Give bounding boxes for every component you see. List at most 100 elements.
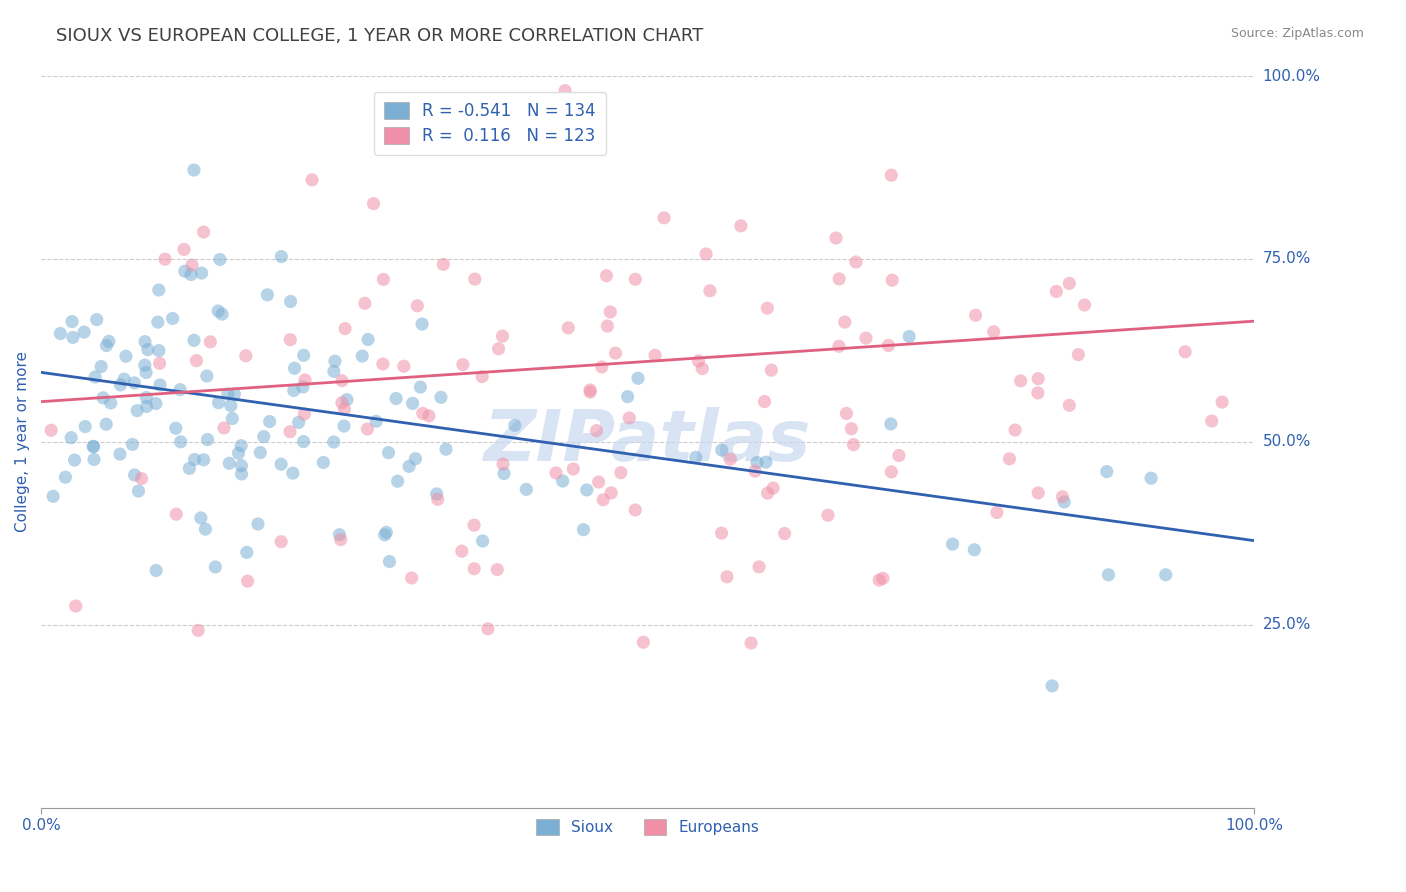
Point bbox=[426, 487, 449, 501]
Point bbox=[588, 475, 610, 489]
Point bbox=[398, 459, 420, 474]
Point bbox=[740, 636, 762, 650]
Point bbox=[1010, 374, 1032, 388]
Point bbox=[330, 374, 353, 388]
Point bbox=[82, 439, 104, 453]
Point bbox=[366, 414, 388, 428]
Point bbox=[434, 442, 457, 457]
Point bbox=[817, 508, 839, 523]
Point bbox=[756, 301, 779, 316]
Point bbox=[136, 343, 159, 357]
Point bbox=[96, 417, 118, 432]
Point bbox=[619, 411, 641, 425]
Point bbox=[270, 457, 292, 471]
Point bbox=[352, 349, 374, 363]
Point bbox=[644, 348, 666, 362]
Point bbox=[328, 527, 350, 541]
Point bbox=[1059, 398, 1081, 412]
Point bbox=[963, 542, 986, 557]
Point bbox=[477, 622, 499, 636]
Point bbox=[165, 507, 187, 521]
Text: 75.0%: 75.0% bbox=[1263, 252, 1310, 267]
Point bbox=[418, 409, 440, 423]
Point bbox=[190, 266, 212, 280]
Point bbox=[554, 84, 576, 98]
Point bbox=[596, 319, 619, 334]
Point bbox=[965, 308, 987, 322]
Point bbox=[65, 599, 87, 613]
Point bbox=[599, 305, 621, 319]
Point bbox=[710, 443, 733, 458]
Point bbox=[135, 400, 157, 414]
Point bbox=[748, 560, 770, 574]
Point bbox=[224, 387, 246, 401]
Point bbox=[595, 268, 617, 283]
Point bbox=[207, 304, 229, 318]
Point bbox=[755, 455, 778, 469]
Point bbox=[330, 395, 353, 409]
Point bbox=[627, 371, 650, 385]
Point bbox=[1053, 495, 1076, 509]
Text: 50.0%: 50.0% bbox=[1263, 434, 1310, 450]
Point bbox=[579, 385, 602, 400]
Point bbox=[236, 545, 259, 559]
Point bbox=[762, 481, 785, 495]
Point bbox=[312, 455, 335, 469]
Point bbox=[231, 439, 253, 453]
Point bbox=[756, 486, 779, 500]
Point bbox=[145, 564, 167, 578]
Point bbox=[219, 399, 242, 413]
Point bbox=[375, 525, 398, 540]
Point bbox=[49, 326, 72, 341]
Point bbox=[1067, 348, 1090, 362]
Point bbox=[283, 361, 305, 376]
Point bbox=[1026, 372, 1049, 386]
Point bbox=[1026, 386, 1049, 401]
Point bbox=[880, 417, 903, 431]
Point bbox=[294, 373, 316, 387]
Point bbox=[998, 451, 1021, 466]
Point bbox=[91, 391, 114, 405]
Point bbox=[488, 342, 510, 356]
Point bbox=[183, 163, 205, 178]
Point bbox=[179, 461, 201, 475]
Point bbox=[451, 544, 474, 558]
Point bbox=[134, 358, 156, 372]
Point bbox=[887, 449, 910, 463]
Point bbox=[385, 392, 408, 406]
Point bbox=[688, 354, 710, 368]
Point bbox=[97, 334, 120, 349]
Point bbox=[882, 273, 904, 287]
Point bbox=[412, 406, 434, 420]
Point bbox=[75, 419, 97, 434]
Point bbox=[579, 383, 602, 397]
Point bbox=[165, 421, 187, 435]
Point bbox=[249, 445, 271, 459]
Point bbox=[718, 452, 741, 467]
Point bbox=[1052, 490, 1074, 504]
Point bbox=[292, 407, 315, 421]
Point bbox=[492, 457, 515, 471]
Point bbox=[162, 311, 184, 326]
Point bbox=[572, 523, 595, 537]
Point bbox=[197, 433, 219, 447]
Point bbox=[986, 506, 1008, 520]
Point bbox=[845, 255, 868, 269]
Point bbox=[828, 272, 851, 286]
Point bbox=[236, 574, 259, 589]
Point bbox=[190, 511, 212, 525]
Point bbox=[235, 349, 257, 363]
Point bbox=[491, 329, 513, 343]
Point bbox=[1095, 465, 1118, 479]
Point bbox=[180, 268, 202, 282]
Point bbox=[134, 334, 156, 349]
Point bbox=[463, 518, 485, 533]
Point bbox=[378, 555, 401, 569]
Point bbox=[145, 396, 167, 410]
Point bbox=[392, 359, 415, 374]
Point bbox=[562, 462, 585, 476]
Point bbox=[148, 283, 170, 297]
Point bbox=[432, 257, 454, 271]
Point bbox=[292, 348, 315, 362]
Point bbox=[55, 470, 77, 484]
